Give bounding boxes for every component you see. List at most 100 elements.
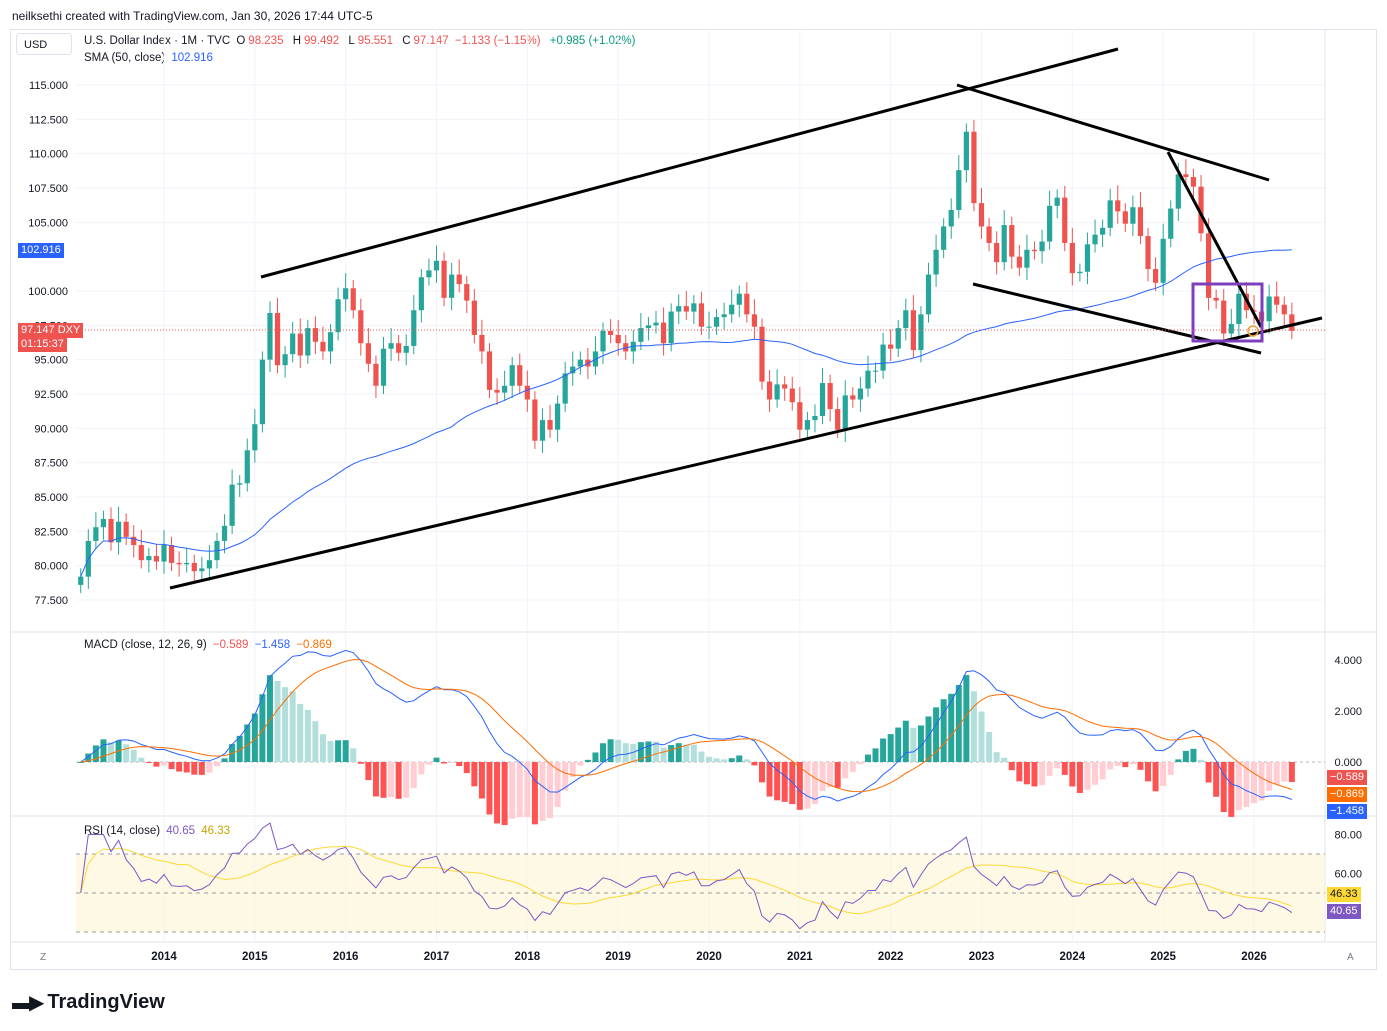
- symbol-label[interactable]: U.S. Dollar Index · 1M · TVC: [84, 35, 231, 47]
- candle-body: [1168, 208, 1174, 239]
- wedge-upper-line[interactable]: [956, 83, 1270, 182]
- macd-histogram-bar: [895, 727, 902, 762]
- trendline-drawings[interactable]: [169, 47, 1323, 590]
- candle-body: [138, 545, 144, 561]
- candle-body: [350, 288, 356, 311]
- low-value: 95.551: [357, 35, 393, 47]
- macd-tick-label: 2.000: [1334, 706, 1362, 718]
- candle-body: [267, 312, 273, 360]
- macd-histogram-bar: [410, 762, 417, 789]
- macd-pane: [76, 649, 1325, 826]
- countdown-tag: 01:15:37: [18, 337, 67, 352]
- sub-axes[interactable]: 4.000 2.000 0.000 80.00 60.00: [1334, 655, 1362, 881]
- candle-body: [1205, 233, 1212, 298]
- macd-histogram-bar: [683, 744, 690, 762]
- candle-body: [388, 343, 394, 349]
- macd-histogram-bar: [743, 759, 750, 762]
- candle-body: [327, 332, 334, 352]
- price-tick-label: 90.000: [34, 423, 68, 435]
- channel-lower-line[interactable]: [169, 316, 1323, 590]
- candle-body: [721, 314, 727, 318]
- highlight-box[interactable]: [1191, 282, 1264, 343]
- candle-body: [713, 317, 720, 327]
- macd-histogram-bar: [425, 762, 432, 765]
- macd-histogram-bar: [827, 762, 834, 788]
- steep-downtrend-line[interactable]: [1166, 151, 1263, 328]
- macd-histogram-bar: [1039, 762, 1046, 786]
- candle-body: [282, 354, 288, 366]
- candle-body: [517, 365, 523, 386]
- macd-histogram-bar: [872, 748, 879, 762]
- candle-body: [751, 314, 758, 327]
- candle-body: [782, 384, 788, 389]
- wedge-lower-line[interactable]: [972, 282, 1262, 355]
- candle-body: [865, 370, 871, 389]
- candle-body: [668, 311, 674, 344]
- price-tick-label: 82.500: [34, 526, 68, 538]
- sma-label[interactable]: SMA (50, close): [84, 52, 166, 64]
- price-tick-label: 80.000: [34, 561, 68, 573]
- currency-button[interactable]: USD: [16, 33, 72, 55]
- candle-body: [161, 545, 167, 562]
- candle-body: [1289, 314, 1295, 331]
- macd-line-tag: −1.458: [1327, 804, 1367, 819]
- macd-histogram-bar: [842, 762, 849, 779]
- candle-body: [502, 385, 508, 393]
- macd-line: [80, 649, 1292, 802]
- candle-body: [1047, 205, 1053, 242]
- candle-body: [872, 370, 879, 372]
- candle-body: [456, 274, 462, 285]
- price-tick-label: 115.000: [29, 80, 68, 92]
- macd-histogram-bar: [501, 762, 508, 826]
- macd-histogram-bar: [1228, 762, 1235, 817]
- price-tick-label: 112.500: [29, 114, 68, 126]
- macd-histogram-bar: [955, 685, 962, 762]
- candles: [78, 120, 1295, 594]
- candle-body: [1160, 238, 1166, 283]
- candle-body: [1039, 241, 1045, 252]
- rsi-tag: 40.65: [1327, 904, 1361, 919]
- macd-histogram-bar: [917, 725, 924, 762]
- candle-body: [1062, 197, 1068, 243]
- macd-histogram-bar: [478, 762, 485, 799]
- macd-histogram-bar: [713, 758, 720, 762]
- candle-body: [509, 365, 515, 386]
- macd-histogram-bar: [622, 743, 629, 762]
- macd-histogram-bar: [849, 762, 856, 772]
- macd-histogram-bar: [153, 762, 160, 767]
- macd-histogram-bar: [940, 699, 947, 762]
- macd-label[interactable]: MACD (close, 12, 26, 9): [84, 639, 207, 651]
- candle-body: [555, 403, 561, 430]
- candle-body: [1274, 296, 1280, 305]
- candle-body: [827, 383, 833, 410]
- macd-histogram-bar: [925, 716, 932, 762]
- macd-histogram-bar: [524, 762, 531, 818]
- time-tick-label: 2015: [242, 951, 268, 963]
- macd-histogram-bar: [509, 762, 516, 819]
- highlight-circle[interactable]: [1247, 325, 1259, 337]
- candle-body: [615, 334, 621, 344]
- channel-upper-line[interactable]: [260, 47, 1119, 279]
- macd-histogram-bar: [1167, 762, 1174, 775]
- macd-histogram-bar: [819, 762, 826, 792]
- macd-histogram-bar: [85, 753, 92, 762]
- macd-histogram-bar: [864, 754, 871, 762]
- grid: [76, 29, 1325, 942]
- candle-body: [312, 328, 318, 342]
- macd-histogram-bar: [1145, 762, 1152, 782]
- macd-histogram-bar: [486, 762, 493, 815]
- macd-histogram-bar: [1114, 762, 1121, 766]
- candle-body: [729, 304, 735, 315]
- macd-histogram-bar: [441, 762, 448, 764]
- candle-body: [1107, 200, 1113, 228]
- time-axis[interactable]: 2014 2015 2016 2017 2018 2019 2020 2021 2022 2023…: [151, 951, 1267, 963]
- zoom-corner-left[interactable]: Z: [40, 952, 47, 963]
- macd-histogram-bar: [698, 751, 705, 762]
- auto-scale-corner[interactable]: A: [1347, 952, 1354, 963]
- tradingview-logo[interactable]: ▬▶ TradingView: [12, 990, 165, 1015]
- macd-histogram-bar: [751, 762, 758, 766]
- candle-body: [819, 383, 826, 416]
- macd-histogram-bar: [274, 680, 281, 762]
- macd-histogram-bar: [592, 752, 599, 762]
